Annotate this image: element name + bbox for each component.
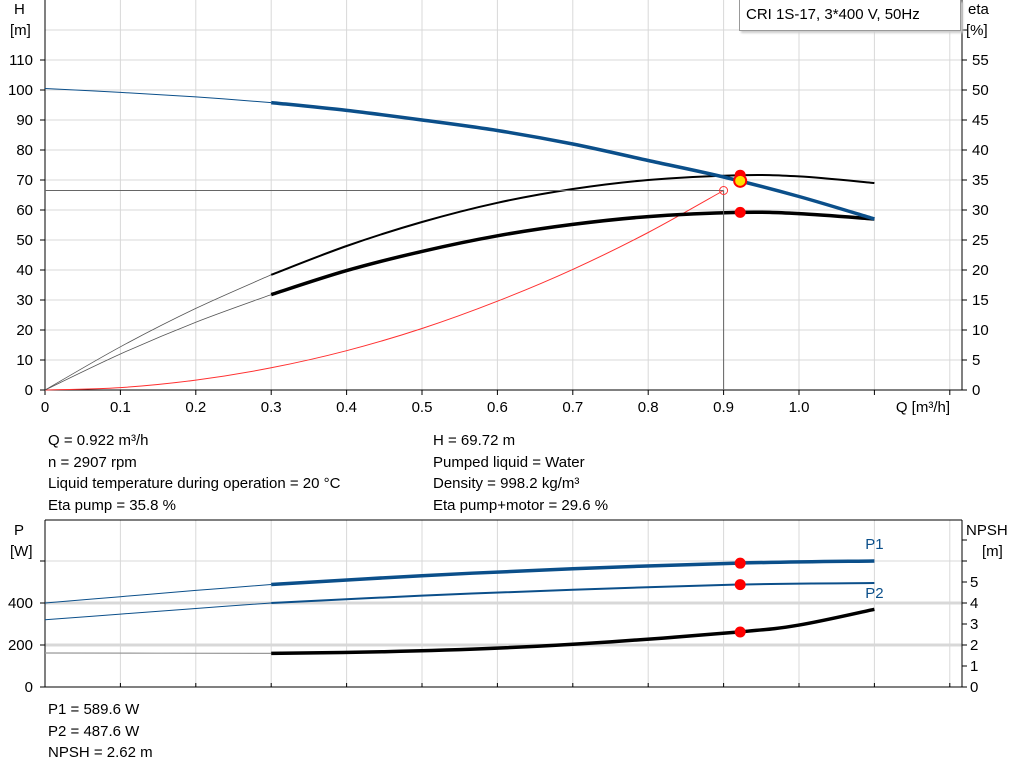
y-right-unit: [%] xyxy=(966,22,988,39)
curve-NPSH xyxy=(271,607,875,656)
y-right-tick-label: 40 xyxy=(972,142,989,159)
y-right-tick-label: 35 xyxy=(972,172,989,189)
x-tick-label: 0.5 xyxy=(412,399,433,416)
series-label-p2: P2 xyxy=(865,585,883,602)
y-right-label: eta xyxy=(968,1,990,18)
result-density: Density = 998.2 kg/m³ xyxy=(433,475,580,492)
y-left-tick-label: 20 xyxy=(16,322,33,339)
result-p1: P1 = 589.6 W xyxy=(48,701,140,718)
x-tick-label: 0.2 xyxy=(185,399,206,416)
curve-system xyxy=(44,190,724,391)
y-right-tick-label: 20 xyxy=(972,262,989,279)
result-speed: n = 2907 rpm xyxy=(48,453,137,471)
result-p2: P2 = 487.6 W xyxy=(48,722,140,740)
y-right-tick-label: 1 xyxy=(970,658,978,675)
y-left-tick-label: 0 xyxy=(25,382,33,399)
result-temperature: Liquid temperature during operation = 20… xyxy=(48,475,341,492)
y-right-tick-label: 3 xyxy=(970,616,978,633)
y-left-unit: [W] xyxy=(10,543,33,560)
operating-point-p2 xyxy=(734,579,746,591)
x-tick-label: 0.7 xyxy=(562,399,583,416)
x-tick-label: 0.4 xyxy=(336,399,357,416)
operating-point-eta-pump-motor xyxy=(734,206,746,218)
y-right-tick-label: 2 xyxy=(970,637,978,654)
y-left-tick-label: 60 xyxy=(16,202,33,219)
y-right-tick-label: 10 xyxy=(972,322,989,339)
y-right-tick-label: 55 xyxy=(972,52,989,69)
y-left-tick-label: 110 xyxy=(9,52,33,69)
x-tick-label: 0.8 xyxy=(638,399,659,416)
y-left-unit: [m] xyxy=(10,22,31,39)
curve-P1-extrapolated xyxy=(44,584,272,604)
y-right-tick-label: 50 xyxy=(972,82,989,99)
plot-area-top xyxy=(45,0,962,390)
y-left-label: H xyxy=(14,1,25,18)
y-right-tick-label: 0 xyxy=(972,382,980,399)
operating-point-p1 xyxy=(734,557,746,569)
curve-eta_pump_motor-extrapolated xyxy=(44,294,272,391)
y-right-tick-label: 5 xyxy=(972,352,980,369)
y-right-unit: [m] xyxy=(982,543,1003,560)
y-right-tick-label: 15 xyxy=(972,292,989,309)
y-right-tick-label: 4 xyxy=(970,595,978,612)
series-label-p1: P1 xyxy=(865,536,883,553)
results-right: H = 69.72 m Pumped liquid = Water Densit… xyxy=(433,430,608,516)
y-left-tick-label: 70 xyxy=(16,172,33,189)
y-left-tick-label: 90 xyxy=(16,112,33,129)
operating-point-head xyxy=(733,173,748,188)
curve-H xyxy=(271,100,875,221)
result-eta-pump-motor: Eta pump+motor = 29.6 % xyxy=(433,496,609,514)
curve-eta_pump xyxy=(270,173,875,276)
y-right-tick-label: 25 xyxy=(972,232,989,249)
result-head: H = 69.72 m xyxy=(433,432,516,449)
x-tick-label: 0 xyxy=(41,399,49,416)
results-power: P1 = 589.6 W P2 = 487.6 W NPSH = 2.62 m xyxy=(48,699,153,764)
y-right-tick-label: 0 xyxy=(970,679,978,696)
curve-eta_pump-extrapolated xyxy=(44,274,272,391)
legend-pump-model: CRI 1S-17, 3*400 V, 50Hz xyxy=(739,0,961,31)
result-npsh: NPSH = 2.62 m xyxy=(48,744,153,761)
y-left-tick-label: 100 xyxy=(8,82,33,99)
y-left-tick-label: 400 xyxy=(8,595,33,612)
y-right-tick-label: 30 xyxy=(972,202,989,219)
operating-point-npsh xyxy=(734,626,746,638)
x-tick-label: 0.6 xyxy=(487,399,508,416)
curve-H-extrapolated xyxy=(44,88,272,104)
y-right-tick-label: 45 xyxy=(972,112,989,129)
x-tick-label: 0.3 xyxy=(261,399,282,416)
y-left-tick-label: 50 xyxy=(16,232,33,249)
curve-eta_pump_motor xyxy=(270,210,875,297)
curve-P1 xyxy=(271,559,875,587)
result-eta-pump: Eta pump = 35.8 % xyxy=(48,496,176,514)
result-flow: Q = 0.922 m³/h xyxy=(48,432,149,449)
x-tick-label: 1.0 xyxy=(789,399,810,416)
y-right-tick-label: 5 xyxy=(970,574,978,591)
y-left-label: P xyxy=(14,522,24,539)
x-tick-label: 0.9 xyxy=(713,399,734,416)
y-left-tick-label: 30 xyxy=(16,292,33,309)
y-left-tick-label: 0 xyxy=(25,679,33,696)
x-axis-label: Q [m³/h] xyxy=(896,399,950,416)
x-tick-label: 0.1 xyxy=(110,399,131,416)
curve-P2-extrapolated xyxy=(44,602,272,621)
y-left-tick-label: 40 xyxy=(16,262,33,279)
results-left: Q = 0.922 m³/h n = 2907 rpm Liquid tempe… xyxy=(48,430,340,516)
result-liquid: Pumped liquid = Water xyxy=(433,453,585,471)
curve-P2 xyxy=(271,582,875,604)
y-left-tick-label: 80 xyxy=(16,142,33,159)
y-left-tick-label: 10 xyxy=(16,352,33,369)
y-right-label: NPSH xyxy=(966,522,1008,539)
y-left-tick-label: 200 xyxy=(8,637,33,654)
reference-point-marker xyxy=(719,186,729,195)
